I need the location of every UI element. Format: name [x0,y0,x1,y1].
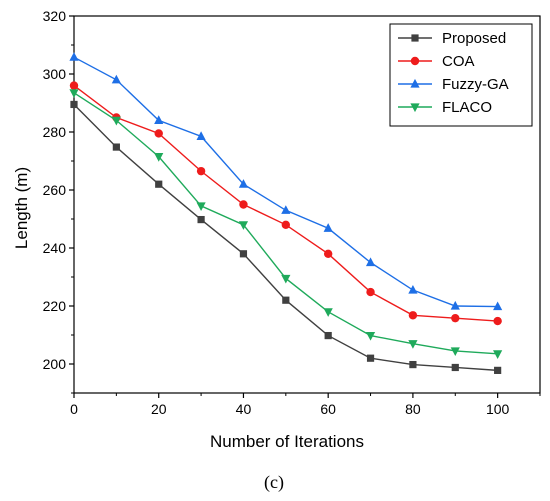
data-point-fuzzy-ga [281,205,291,214]
data-point-proposed [494,366,502,374]
data-point-proposed [324,331,332,340]
data-point-flaco [154,153,164,162]
data-point-flaco [196,202,206,212]
data-point-flaco [238,221,249,230]
data-point-fuzzy-ga [196,131,206,140]
series-layer [69,52,503,374]
data-point-flaco [323,308,333,317]
y-tick-label: 220 [43,298,67,314]
x-tick-label: 80 [405,401,421,417]
data-point-flaco [493,350,503,359]
legend: Proposed COA Fuzzy-GA FLACO [389,23,533,127]
data-point-proposed [282,296,290,304]
data-point-proposed [197,215,205,224]
x-tick-label: 100 [486,401,510,417]
data-point-flaco [365,331,376,341]
data-point-coa [451,313,460,323]
data-point-proposed [70,100,78,109]
series-flaco [69,89,503,359]
data-point-fuzzy-ga [154,115,164,124]
legend-marker-flaco [410,103,420,113]
x-tick-label: 0 [70,401,78,417]
data-point-proposed [239,250,248,258]
data-point-coa [493,316,502,326]
data-point-fuzzy-ga [238,179,249,188]
figure-caption: (c) [264,472,284,493]
y-tick-label: 280 [43,124,67,140]
series-fuzzy-ga [69,52,503,311]
y-tick-label: 300 [43,66,67,82]
data-point-fuzzy-ga [323,223,333,232]
data-point-proposed [155,180,163,188]
data-point-proposed [366,354,375,362]
x-tick-label: 40 [236,401,252,417]
y-axis-title: Length (m) [12,167,31,249]
data-point-coa [408,311,418,320]
data-point-coa [69,81,79,90]
data-point-fuzzy-ga [111,74,121,84]
y-tick-label: 260 [43,182,67,198]
data-point-fuzzy-ga [493,301,503,311]
series-coa [69,81,502,326]
data-point-fuzzy-ga [69,52,79,61]
series-line-proposed [73,103,498,372]
x-axis-title: Number of Iterations [210,432,364,451]
y-tick-label: 240 [43,240,67,256]
data-point-proposed [409,360,417,369]
plot-frame [73,15,541,394]
data-point-fuzzy-ga [450,300,460,310]
data-point-coa [323,249,333,258]
data-point-fuzzy-ga [365,257,376,267]
legend-marker-proposed [411,34,419,42]
x-axis-ticks: 0 20 40 60 80 100 [70,393,541,417]
legend-marker-coa [410,56,420,66]
x-tick-label: 60 [320,401,336,417]
y-tick-label: 200 [43,356,67,372]
data-point-coa [196,166,206,176]
data-point-flaco [69,89,79,98]
plot-border [73,15,541,394]
data-point-coa [281,220,291,229]
legend-label-flaco: FLACO [442,99,492,116]
data-point-fuzzy-ga [408,284,418,294]
data-point-coa [239,200,248,209]
data-point-proposed [451,363,459,372]
data-point-coa [154,129,163,138]
legend-label-fuzzy-ga: Fuzzy-GA [442,76,509,93]
data-point-coa [366,287,375,297]
data-point-flaco [281,274,291,284]
legend-marker-fuzzy-ga [410,78,420,88]
y-tick-label: 320 [43,8,67,24]
legend-label-coa: COA [442,53,475,70]
data-point-proposed [112,143,120,151]
data-point-flaco [450,347,460,357]
data-point-flaco [408,340,418,349]
y-axis-ticks: 200 220 240 260 280 300 320 [43,8,74,394]
legend-label-proposed: Proposed [442,30,506,47]
data-point-flaco [111,116,121,126]
series-proposed [70,100,502,374]
x-tick-label: 20 [151,401,167,417]
